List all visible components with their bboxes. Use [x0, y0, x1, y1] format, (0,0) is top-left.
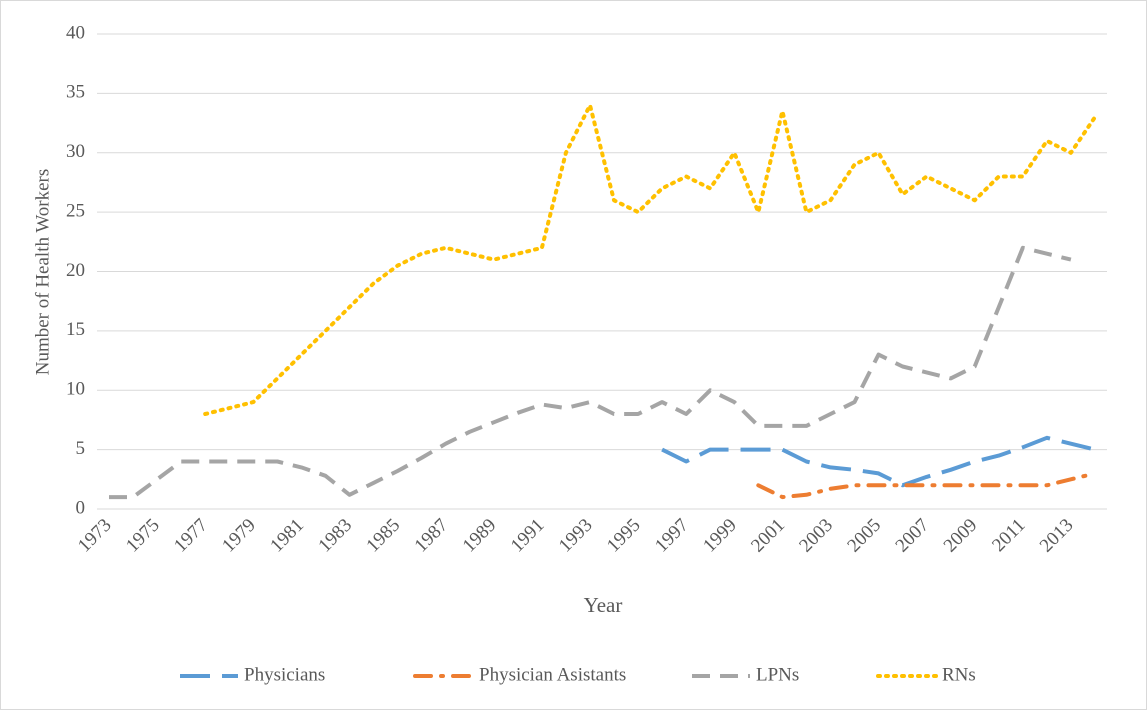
y-tick-label: 40: [66, 22, 85, 43]
series-line: [109, 245, 1072, 500]
x-axis-title: Year: [584, 593, 623, 617]
y-axis-title: Number of Health Workers: [32, 169, 53, 376]
legend-label: RNs: [942, 664, 976, 685]
y-tick-label: 35: [66, 82, 85, 103]
y-tick-label: 10: [66, 379, 85, 400]
y-tick-label: 0: [76, 497, 86, 518]
series-line: [661, 435, 1096, 488]
legend-label: Physicians: [244, 664, 325, 685]
y-tick-label: 30: [66, 141, 85, 162]
y-tick-label: 20: [66, 260, 85, 281]
y-tick-label: 25: [66, 200, 85, 221]
series-line: [203, 103, 1097, 416]
legend-label: LPNs: [756, 664, 799, 685]
y-tick-label: 15: [66, 319, 85, 340]
y-tick-label: 5: [76, 438, 86, 459]
legend-label: Physician Asistants: [479, 664, 626, 685]
